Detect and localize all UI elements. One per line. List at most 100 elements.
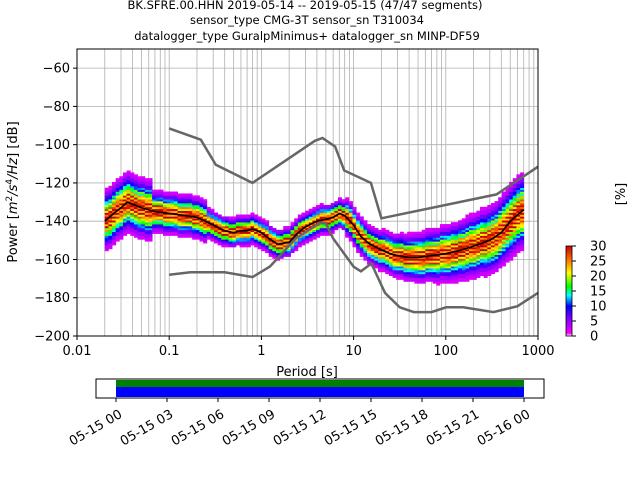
heatmap-cell — [370, 225, 375, 229]
heatmap-cell — [483, 227, 488, 231]
heatmap-cell — [447, 235, 452, 238]
heatmap-cell — [337, 203, 342, 206]
heatmap-cell — [108, 237, 113, 240]
heatmap-cell — [173, 227, 179, 231]
heatmap-cell — [283, 243, 288, 246]
heatmap-cell — [221, 231, 226, 234]
heatmap-cell — [268, 241, 273, 244]
heatmap-cell — [217, 235, 222, 238]
heatmap-cell — [407, 266, 412, 269]
heatmap-cell — [501, 218, 506, 221]
heatmap-cell — [141, 183, 146, 187]
heatmap-cell — [512, 235, 517, 238]
heatmap-cell — [337, 216, 342, 219]
heatmap-cell — [279, 235, 284, 238]
heatmap-cell — [308, 208, 313, 211]
heatmap-cell — [363, 225, 368, 229]
heatmap-cell — [122, 197, 128, 200]
heatmap-cell — [388, 271, 393, 275]
heatmap-cell — [115, 214, 120, 217]
heatmap-cell — [341, 199, 346, 202]
heatmap-cell — [498, 222, 503, 225]
heatmap-cell — [268, 233, 273, 236]
heatmap-cell — [447, 269, 452, 273]
heatmap-cell — [520, 191, 525, 194]
heatmap-cell — [184, 222, 189, 225]
heatmap-cell — [173, 191, 179, 194]
heatmap-cell — [130, 193, 135, 196]
y-tick-label: −160 — [34, 253, 70, 268]
heatmap-cell — [407, 237, 412, 240]
heatmap-cell — [104, 222, 109, 225]
heatmap-cell — [188, 199, 193, 202]
heatmap-cell — [461, 266, 466, 269]
heatmap-cell — [137, 220, 142, 223]
heatmap-cell — [407, 269, 412, 273]
heatmap-cell — [254, 222, 259, 225]
heatmap-cell — [392, 273, 397, 277]
heatmap-cell — [476, 229, 481, 233]
heatmap-cell — [206, 220, 211, 223]
heatmap-cell — [319, 208, 324, 211]
heatmap-cell — [483, 275, 488, 278]
heatmap-cell — [490, 225, 495, 229]
heatmap-cell — [447, 224, 452, 227]
heatmap-cell — [403, 275, 408, 278]
heatmap-cell — [509, 248, 514, 252]
heatmap-cell — [254, 216, 259, 219]
heatmap-cell — [472, 264, 477, 267]
heatmap-cell — [396, 271, 401, 275]
heatmap-cell — [407, 277, 412, 280]
heatmap-cell — [228, 243, 233, 246]
heatmap-cell — [112, 189, 117, 192]
heatmap-cell — [370, 239, 375, 242]
heatmap-cell — [119, 218, 124, 221]
heatmap-cell — [432, 279, 437, 282]
heatmap-cell — [112, 237, 117, 240]
heatmap-cell — [126, 229, 131, 233]
heatmap-cell — [235, 222, 240, 225]
heatmap-cell — [122, 225, 128, 229]
heatmap-cell — [195, 214, 200, 217]
heatmap-cell — [323, 214, 328, 217]
heatmap-cell — [203, 201, 208, 204]
heatmap-cell — [170, 225, 175, 229]
heatmap-cell — [425, 260, 430, 263]
heatmap-cell — [436, 235, 441, 238]
heatmap-cell — [472, 256, 477, 259]
heatmap-cell — [221, 225, 226, 229]
heatmap-cell — [297, 237, 302, 240]
heatmap-cell — [159, 212, 164, 215]
heatmap-cell — [414, 260, 419, 263]
heatmap-cell — [370, 250, 375, 254]
heatmap-cell — [359, 239, 364, 242]
heatmap-cell — [141, 191, 146, 194]
heatmap-cell — [283, 237, 288, 240]
heatmap-cell — [363, 233, 368, 236]
heatmap-cell — [265, 245, 270, 248]
heatmap-cell — [512, 229, 517, 233]
heatmap-cell — [232, 237, 237, 240]
heatmap-cell — [465, 243, 470, 246]
heatmap-cell — [141, 220, 146, 223]
heatmap-cell — [516, 197, 521, 200]
heatmap-cell — [326, 208, 332, 211]
heatmap-cell — [520, 243, 525, 246]
heatmap-cell — [436, 260, 441, 263]
heatmap-cell — [458, 227, 463, 231]
heatmap-cell — [122, 227, 128, 231]
heatmap-cell — [432, 233, 437, 236]
heatmap-cell — [108, 247, 113, 250]
heatmap-cell — [170, 229, 175, 233]
heatmap-cell — [348, 233, 353, 236]
heatmap-cell — [509, 252, 514, 255]
heatmap-cell — [509, 216, 514, 219]
heatmap-cell — [505, 231, 510, 234]
heatmap-cell — [286, 231, 291, 234]
heatmap-cell — [425, 229, 430, 233]
heatmap-cell — [192, 195, 197, 198]
heatmap-cell — [356, 224, 361, 227]
heatmap-cell — [268, 252, 273, 255]
heatmap-cell — [130, 174, 135, 177]
heatmap-cell — [330, 220, 335, 223]
